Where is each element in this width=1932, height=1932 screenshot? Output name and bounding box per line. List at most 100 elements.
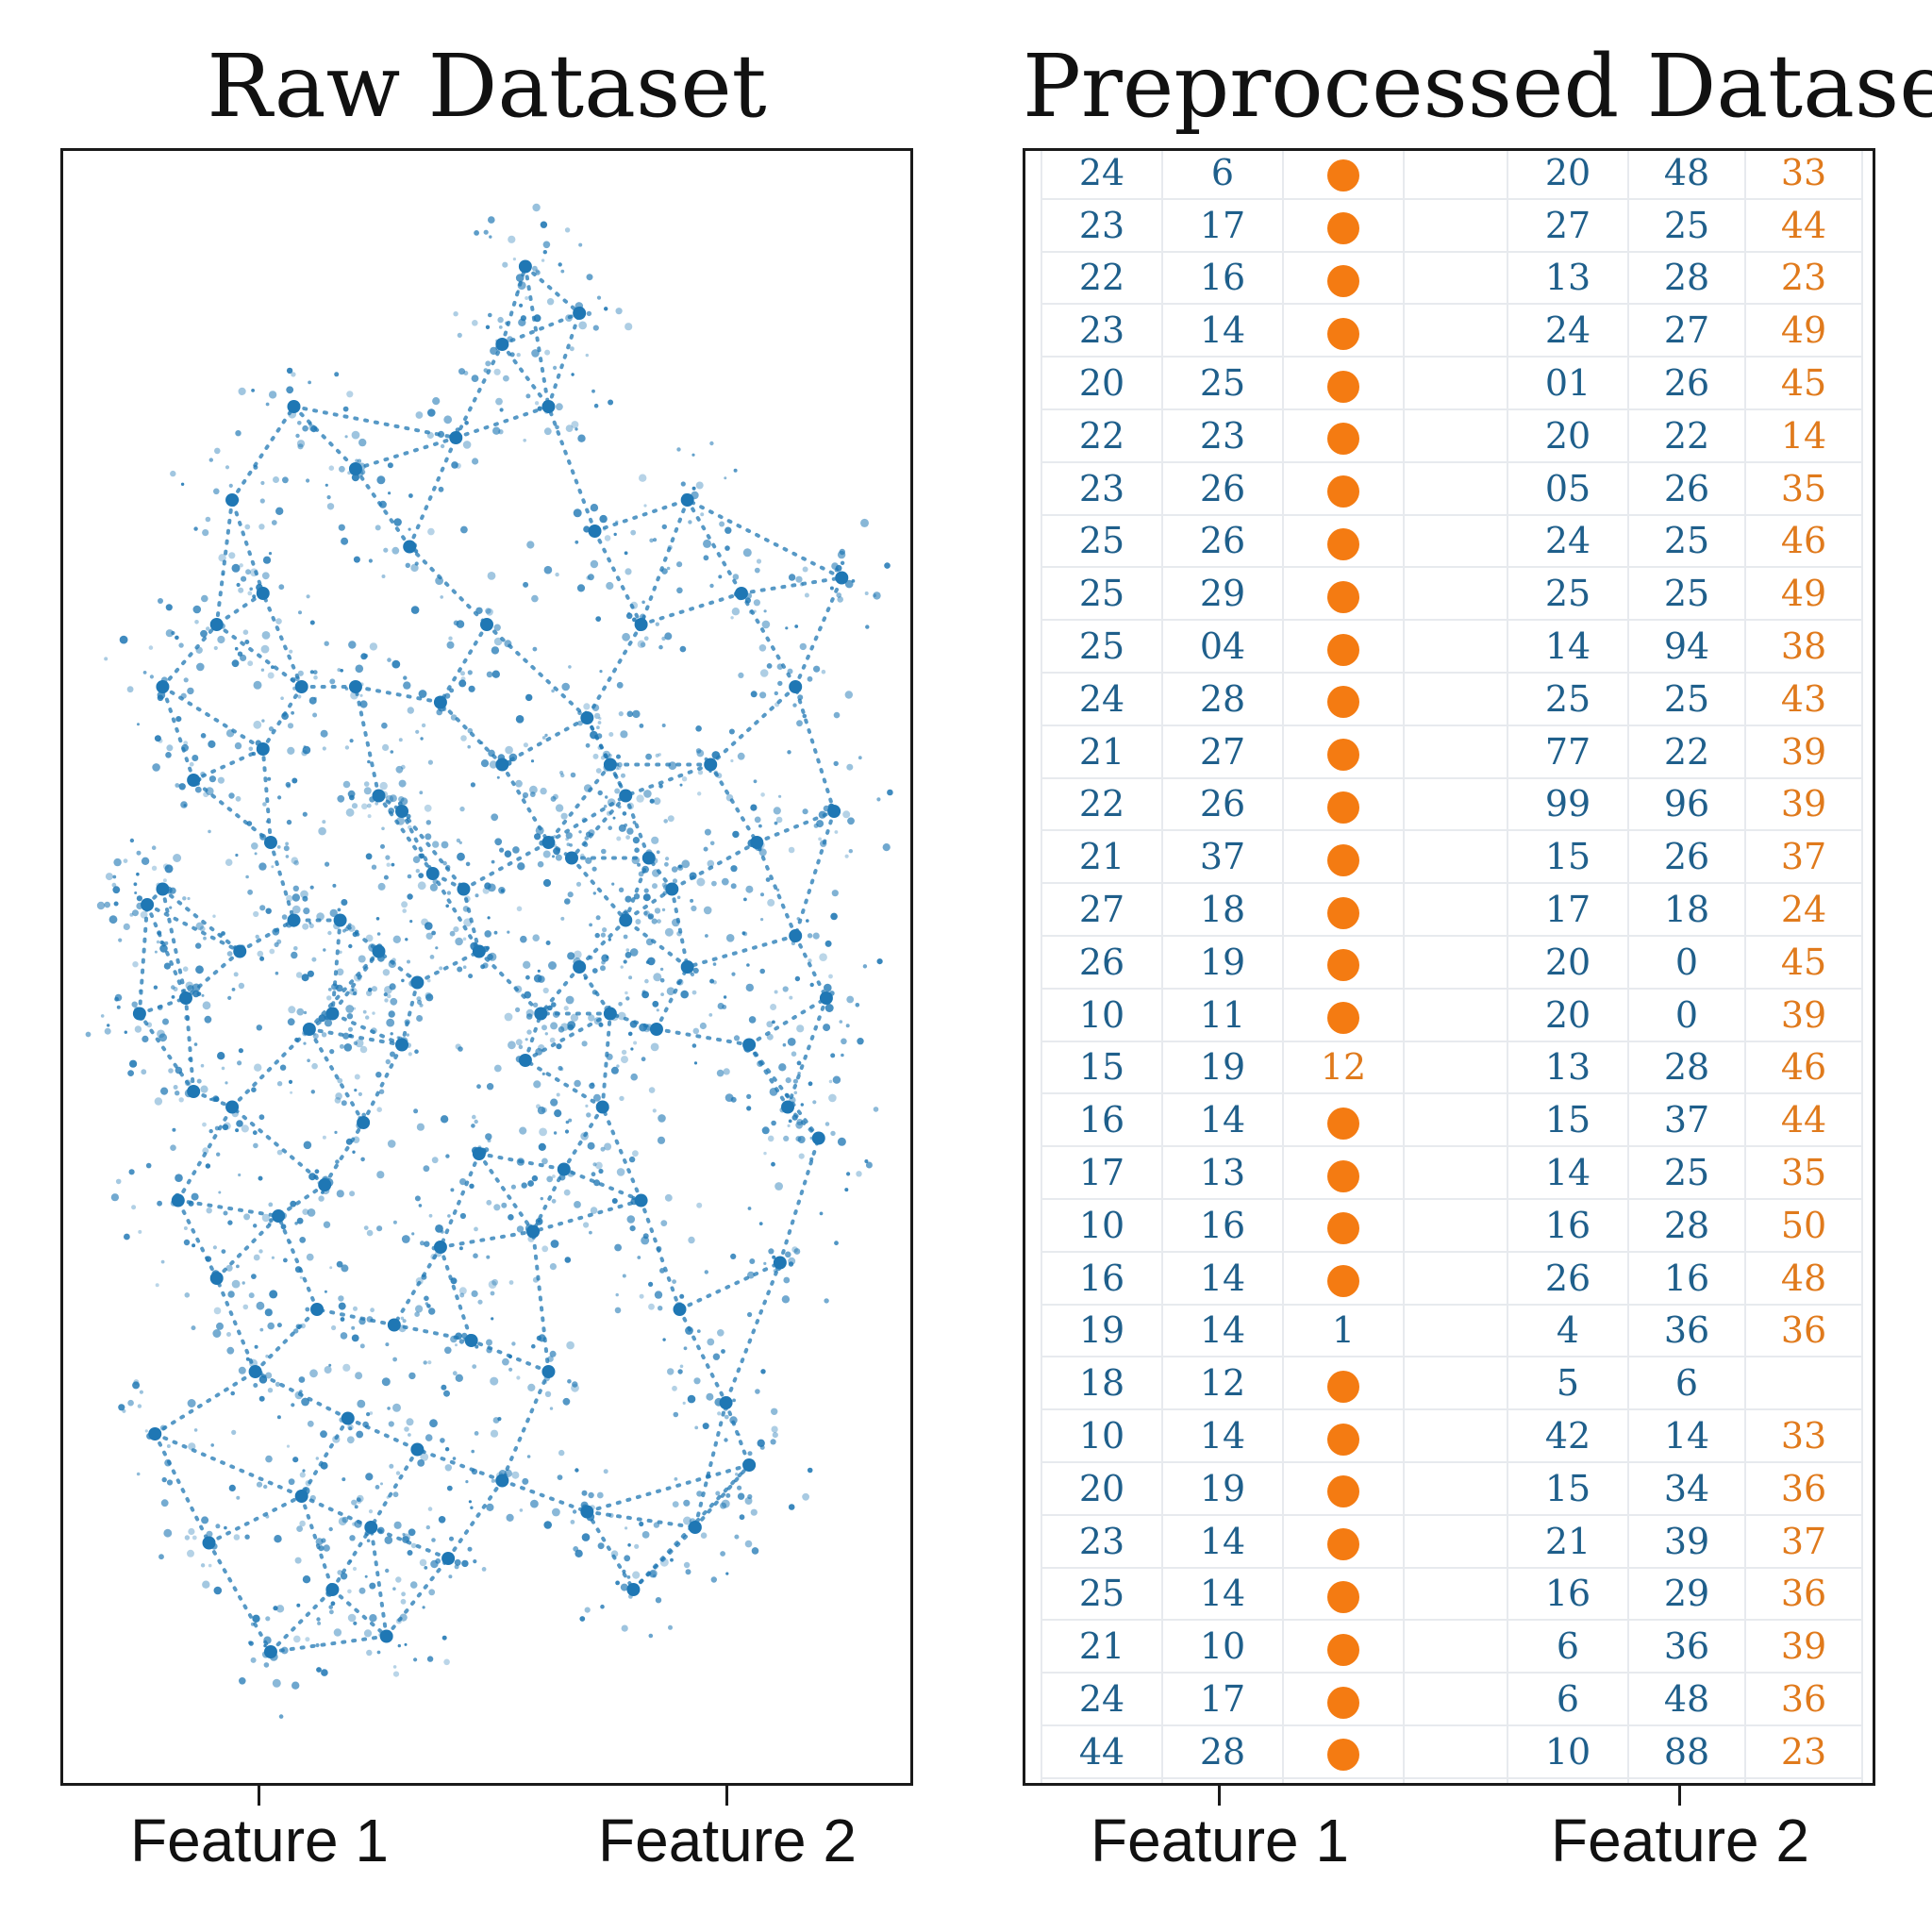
table-row: 20 19 15 34 36 — [1041, 1460, 1863, 1516]
raw-speckle — [262, 556, 272, 564]
raw-speckle — [542, 878, 552, 888]
raw-speckle — [577, 720, 583, 726]
raw-speckle — [639, 1023, 647, 1032]
raw-speckle — [415, 1305, 424, 1313]
raw-speckle — [269, 1218, 274, 1223]
raw-speckle — [334, 1097, 341, 1104]
raw-speckle — [544, 1391, 552, 1398]
raw-speckle — [303, 1041, 307, 1045]
raw-speckle — [116, 1005, 121, 1009]
raw-speckle — [759, 968, 765, 974]
raw-speckle — [523, 439, 526, 442]
raw-speckle — [541, 258, 545, 262]
raw-speckle — [608, 825, 612, 830]
table-cell: 50 — [1744, 1197, 1863, 1253]
table-cell: 33 — [1744, 151, 1863, 200]
raw-speckle — [363, 781, 370, 787]
raw-speckle — [525, 693, 533, 702]
raw-speckle — [532, 1002, 539, 1008]
raw-speckle — [376, 1225, 383, 1232]
raw-speckle — [267, 1322, 275, 1330]
raw-speckle — [332, 1435, 341, 1443]
table-row: 10 14 42 14 33 — [1041, 1408, 1863, 1463]
raw-speckle — [792, 1078, 799, 1084]
table-cell: 16 — [1041, 1092, 1163, 1148]
raw-speckle — [435, 1224, 443, 1233]
raw-speckle — [549, 1407, 554, 1410]
raw-connection-line — [408, 436, 458, 549]
raw-speckle — [329, 908, 338, 918]
raw-speckle — [552, 855, 555, 858]
table-cell: 37 — [1041, 1776, 1163, 1783]
raw-speckle — [322, 746, 326, 751]
raw-speckle — [261, 631, 271, 640]
raw-data-point — [742, 1458, 757, 1472]
raw-connection-line — [369, 1447, 420, 1529]
raw-speckle — [321, 1032, 327, 1038]
raw-speckle — [288, 1006, 296, 1014]
raw-speckle — [776, 663, 784, 670]
raw-speckle — [316, 1667, 322, 1673]
raw-connection-line — [353, 436, 458, 471]
raw-speckle — [285, 841, 289, 846]
raw-speckle — [560, 1023, 569, 1031]
raw-speckle — [666, 987, 675, 995]
raw-speckle — [656, 1245, 662, 1252]
raw-speckle — [258, 862, 267, 871]
raw-speckle — [725, 1572, 729, 1575]
raw-speckle — [459, 1212, 466, 1220]
raw-speckle — [455, 1374, 463, 1383]
raw-speckle — [766, 1033, 774, 1041]
orange-dot-marker — [1327, 1423, 1359, 1456]
raw-speckle — [716, 773, 723, 779]
raw-speckle — [321, 1669, 328, 1676]
raw-speckle — [754, 567, 760, 574]
raw-speckle — [258, 1375, 268, 1384]
raw-speckle — [755, 1389, 760, 1394]
raw-data-point — [272, 1209, 286, 1223]
raw-speckle — [634, 847, 640, 853]
raw-connection-line — [708, 685, 798, 767]
raw-speckle — [521, 1182, 527, 1189]
raw-speckle — [441, 841, 449, 849]
raw-speckle — [353, 556, 360, 563]
raw-speckle — [114, 993, 123, 1002]
table-cell: 46 — [1744, 1040, 1863, 1095]
raw-speckle — [602, 526, 607, 531]
raw-connection-line — [438, 623, 489, 705]
raw-speckle — [296, 1525, 303, 1532]
raw-speckle — [225, 1264, 233, 1272]
raw-speckle — [491, 859, 495, 864]
raw-speckle — [242, 1281, 245, 1285]
raw-speckle — [824, 940, 832, 947]
raw-speckle — [623, 959, 627, 964]
raw-speckle — [771, 1407, 778, 1416]
raw-speckle — [696, 1329, 701, 1333]
pre-x-label-feature-1: Feature 1 — [1091, 1807, 1349, 1874]
raw-connection-line — [692, 1463, 752, 1529]
table-cell: 6 — [1507, 1672, 1629, 1726]
raw-speckle — [568, 1118, 573, 1123]
raw-speckle — [141, 1069, 147, 1075]
raw-speckle — [649, 798, 655, 804]
raw-speckle — [362, 1421, 369, 1428]
raw-speckle — [142, 1035, 149, 1042]
raw-speckle — [260, 480, 265, 486]
raw-connection-line — [160, 887, 242, 954]
raw-speckle — [679, 645, 687, 653]
raw-speckle — [615, 767, 619, 771]
raw-speckle — [516, 353, 521, 358]
raw-speckle — [382, 969, 391, 976]
table-row: 22 26 99 96 39 — [1041, 776, 1863, 832]
raw-speckle — [407, 959, 410, 964]
raw-speckle — [486, 608, 493, 616]
raw-speckle — [572, 1509, 577, 1514]
raw-speckle — [294, 1222, 298, 1225]
raw-speckle — [358, 955, 366, 963]
raw-speckle — [322, 820, 326, 824]
raw-speckle — [696, 1202, 703, 1208]
raw-speckle — [824, 1298, 829, 1304]
raw-x-tick-2 — [725, 1783, 728, 1806]
orange-dot-marker — [1327, 1107, 1359, 1140]
raw-speckle — [245, 874, 249, 879]
